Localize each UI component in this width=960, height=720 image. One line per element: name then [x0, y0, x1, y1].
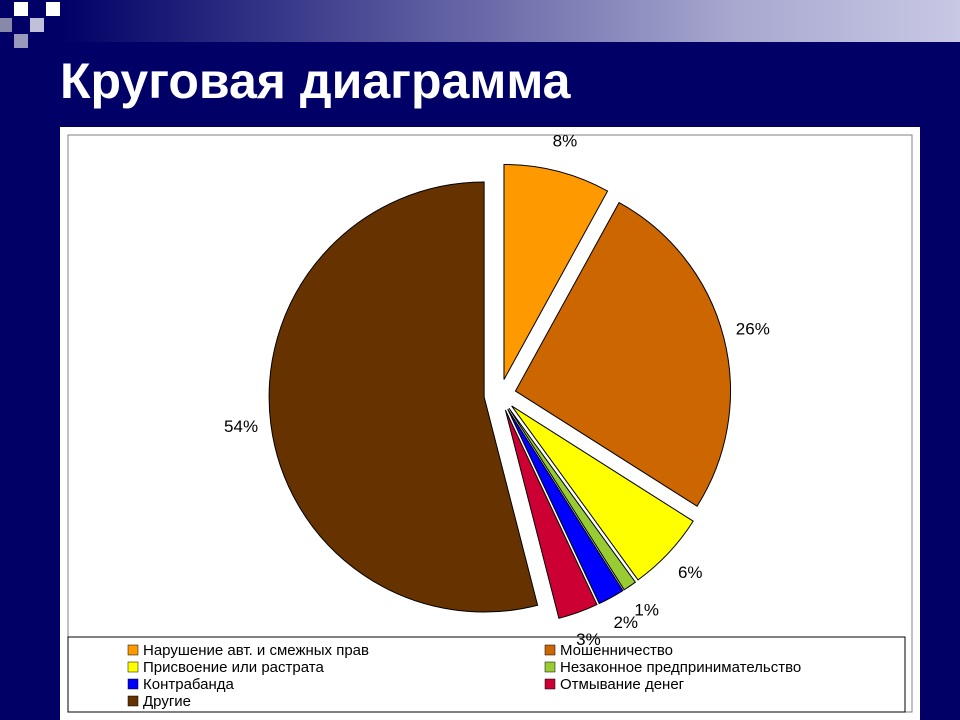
legend-label: Присвоение или растрата	[143, 659, 324, 676]
pie-slice	[511, 405, 694, 581]
data-label: 8%	[553, 132, 578, 151]
data-label: 2%	[613, 613, 638, 632]
pie-slice	[504, 409, 598, 619]
legend-label: Незаконное предпринимательство	[560, 659, 801, 676]
slide-title: Круговая диаграмма	[60, 53, 572, 109]
data-label: 3%	[576, 630, 601, 649]
pie-slice	[268, 181, 539, 613]
pie-slice	[503, 164, 609, 380]
data-label: 6%	[678, 563, 703, 582]
legend-swatch	[127, 661, 139, 673]
legend-swatch	[127, 695, 139, 707]
legend-box	[67, 636, 906, 713]
decor-squares	[0, 2, 60, 48]
top-bar	[60, 0, 960, 42]
legend-swatch	[544, 661, 556, 673]
legend-swatch	[544, 644, 556, 656]
legend-swatch	[127, 644, 139, 656]
legend-label: Мошенничество	[560, 642, 673, 659]
legend-label: Другие	[143, 693, 191, 710]
data-label: 26%	[736, 320, 770, 339]
legend-swatch	[544, 678, 556, 690]
pie-slice	[507, 408, 624, 605]
pie-slice	[508, 407, 637, 591]
pie-slice	[514, 201, 731, 507]
data-label: 1%	[634, 600, 659, 619]
legend-label: Нарушение авт. и смежных прав	[143, 642, 369, 659]
legend-label: Контрабанда	[143, 676, 235, 693]
legend-label: Отмывание денег	[560, 676, 685, 693]
data-label: 54%	[224, 417, 258, 436]
legend-swatch	[127, 678, 139, 690]
